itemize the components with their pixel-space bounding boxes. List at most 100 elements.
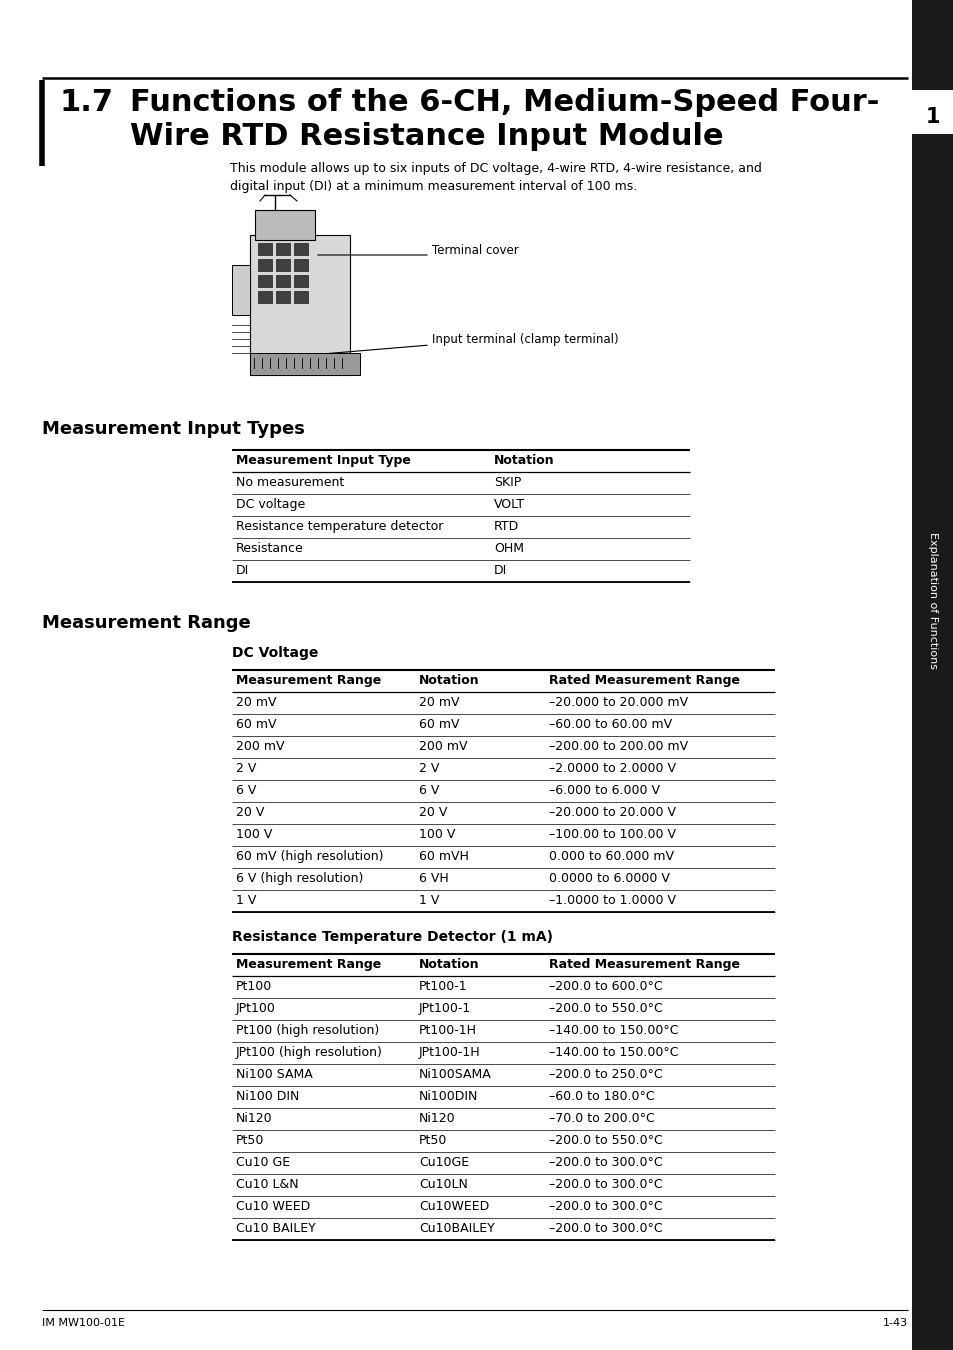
Text: –200.0 to 300.0°C: –200.0 to 300.0°C	[548, 1200, 662, 1214]
Text: Ni100SAMA: Ni100SAMA	[418, 1068, 491, 1081]
Bar	[232, 265, 250, 315]
Text: –200.00 to 200.00 mV: –200.00 to 200.00 mV	[548, 740, 687, 753]
Text: 60 mV: 60 mV	[235, 718, 276, 730]
Bar	[294, 259, 308, 271]
Text: SKIP: SKIP	[494, 477, 520, 489]
Text: 20 mV: 20 mV	[418, 697, 459, 709]
Text: Pt100-1H: Pt100-1H	[418, 1025, 476, 1037]
Text: Notation: Notation	[494, 454, 554, 467]
Text: –200.0 to 300.0°C: –200.0 to 300.0°C	[548, 1222, 662, 1235]
Text: Cu10WEED: Cu10WEED	[418, 1200, 489, 1214]
Text: Rated Measurement Range: Rated Measurement Range	[548, 674, 740, 687]
Text: –1.0000 to 1.0000 V: –1.0000 to 1.0000 V	[548, 894, 676, 907]
Bar	[275, 243, 290, 255]
Text: 200 mV: 200 mV	[418, 740, 467, 753]
Text: JPt100-1: JPt100-1	[418, 1002, 471, 1015]
Text: Cu10BAILEY: Cu10BAILEY	[418, 1222, 495, 1235]
Bar	[275, 259, 290, 271]
Text: –60.0 to 180.0°C: –60.0 to 180.0°C	[548, 1089, 654, 1103]
Text: 20 V: 20 V	[235, 806, 264, 819]
Text: DC voltage: DC voltage	[235, 498, 305, 512]
Text: –70.0 to 200.0°C: –70.0 to 200.0°C	[548, 1112, 654, 1125]
Text: Ni120: Ni120	[235, 1112, 273, 1125]
Text: Notation: Notation	[418, 674, 479, 687]
Text: 6 VH: 6 VH	[418, 872, 448, 886]
Text: OHM: OHM	[494, 541, 523, 555]
Bar	[250, 235, 350, 375]
Text: JPt100: JPt100	[235, 1002, 275, 1015]
Text: Cu10 WEED: Cu10 WEED	[235, 1200, 310, 1214]
Text: Functions of the 6-CH, Medium-Speed Four-: Functions of the 6-CH, Medium-Speed Four…	[130, 88, 879, 117]
Text: DI: DI	[494, 564, 507, 576]
Text: Resistance: Resistance	[235, 541, 303, 555]
Text: This module allows up to six inputs of DC voltage, 4-wire RTD, 4-wire resistance: This module allows up to six inputs of D…	[230, 162, 761, 176]
Text: 6 V (high resolution): 6 V (high resolution)	[235, 872, 363, 886]
Text: Measurement Range: Measurement Range	[235, 674, 381, 687]
Text: Cu10 BAILEY: Cu10 BAILEY	[235, 1222, 315, 1235]
Bar	[294, 275, 308, 288]
Text: –20.000 to 20.000 mV: –20.000 to 20.000 mV	[548, 697, 687, 709]
Text: VOLT: VOLT	[494, 498, 524, 512]
Text: 100 V: 100 V	[235, 828, 273, 841]
Text: 1 V: 1 V	[235, 894, 256, 907]
Text: JPt100 (high resolution): JPt100 (high resolution)	[235, 1046, 382, 1058]
Text: Cu10 GE: Cu10 GE	[235, 1156, 290, 1169]
Text: 1: 1	[924, 107, 940, 127]
Text: digital input (DI) at a minimum measurement interval of 100 ms.: digital input (DI) at a minimum measurem…	[230, 180, 637, 193]
Bar	[250, 352, 359, 375]
Text: Cu10 L&N: Cu10 L&N	[235, 1179, 298, 1191]
Bar	[257, 275, 272, 288]
Text: RTD: RTD	[494, 520, 518, 533]
Text: 200 mV: 200 mV	[235, 740, 284, 753]
Text: Measurement Range: Measurement Range	[235, 958, 381, 971]
Bar	[275, 292, 290, 302]
Bar	[257, 292, 272, 302]
Text: Pt50: Pt50	[418, 1134, 447, 1148]
Text: –140.00 to 150.00°C: –140.00 to 150.00°C	[548, 1046, 678, 1058]
Text: 2 V: 2 V	[235, 761, 256, 775]
Text: Explanation of Functions: Explanation of Functions	[927, 532, 937, 668]
Text: 1.7: 1.7	[60, 88, 113, 117]
Text: Measurement Input Type: Measurement Input Type	[235, 454, 411, 467]
Bar	[911, 0, 953, 1350]
Text: 6 V: 6 V	[235, 784, 256, 796]
Text: Notation: Notation	[418, 958, 479, 971]
Bar	[294, 292, 308, 302]
Text: Resistance Temperature Detector (1 mA): Resistance Temperature Detector (1 mA)	[232, 930, 553, 944]
Text: 20 mV: 20 mV	[235, 697, 276, 709]
Text: 60 mV (high resolution): 60 mV (high resolution)	[235, 850, 383, 863]
Text: 1 V: 1 V	[418, 894, 439, 907]
Text: –200.0 to 250.0°C: –200.0 to 250.0°C	[548, 1068, 662, 1081]
Text: –2.0000 to 2.0000 V: –2.0000 to 2.0000 V	[548, 761, 676, 775]
Text: –140.00 to 150.00°C: –140.00 to 150.00°C	[548, 1025, 678, 1037]
Text: –60.00 to 60.00 mV: –60.00 to 60.00 mV	[548, 718, 672, 730]
Text: –200.0 to 550.0°C: –200.0 to 550.0°C	[548, 1134, 662, 1148]
Text: Terminal cover: Terminal cover	[432, 243, 518, 256]
Text: IM MW100-01E: IM MW100-01E	[42, 1318, 125, 1328]
Text: Pt100-1: Pt100-1	[418, 980, 467, 994]
Text: Pt100 (high resolution): Pt100 (high resolution)	[235, 1025, 379, 1037]
Text: –6.000 to 6.000 V: –6.000 to 6.000 V	[548, 784, 659, 796]
Text: Ni120: Ni120	[418, 1112, 456, 1125]
Text: 0.000 to 60.000 mV: 0.000 to 60.000 mV	[548, 850, 673, 863]
Text: –200.0 to 600.0°C: –200.0 to 600.0°C	[548, 980, 662, 994]
Text: 100 V: 100 V	[418, 828, 455, 841]
Text: 0.0000 to 6.0000 V: 0.0000 to 6.0000 V	[548, 872, 669, 886]
Text: Ni100 SAMA: Ni100 SAMA	[235, 1068, 313, 1081]
Bar	[294, 243, 308, 255]
Text: –100.00 to 100.00 V: –100.00 to 100.00 V	[548, 828, 676, 841]
Bar	[254, 211, 314, 240]
Text: 60 mV: 60 mV	[418, 718, 459, 730]
Text: Measurement Input Types: Measurement Input Types	[42, 420, 305, 437]
Text: Rated Measurement Range: Rated Measurement Range	[548, 958, 740, 971]
Text: DC Voltage: DC Voltage	[232, 647, 318, 660]
Text: 20 V: 20 V	[418, 806, 447, 819]
Text: No measurement: No measurement	[235, 477, 344, 489]
Text: 2 V: 2 V	[418, 761, 439, 775]
Text: –200.0 to 550.0°C: –200.0 to 550.0°C	[548, 1002, 662, 1015]
Text: DI: DI	[235, 564, 249, 576]
Text: –20.000 to 20.000 V: –20.000 to 20.000 V	[548, 806, 676, 819]
Text: 60 mVH: 60 mVH	[418, 850, 468, 863]
Text: JPt100-1H: JPt100-1H	[418, 1046, 480, 1058]
Text: 1-43: 1-43	[882, 1318, 907, 1328]
